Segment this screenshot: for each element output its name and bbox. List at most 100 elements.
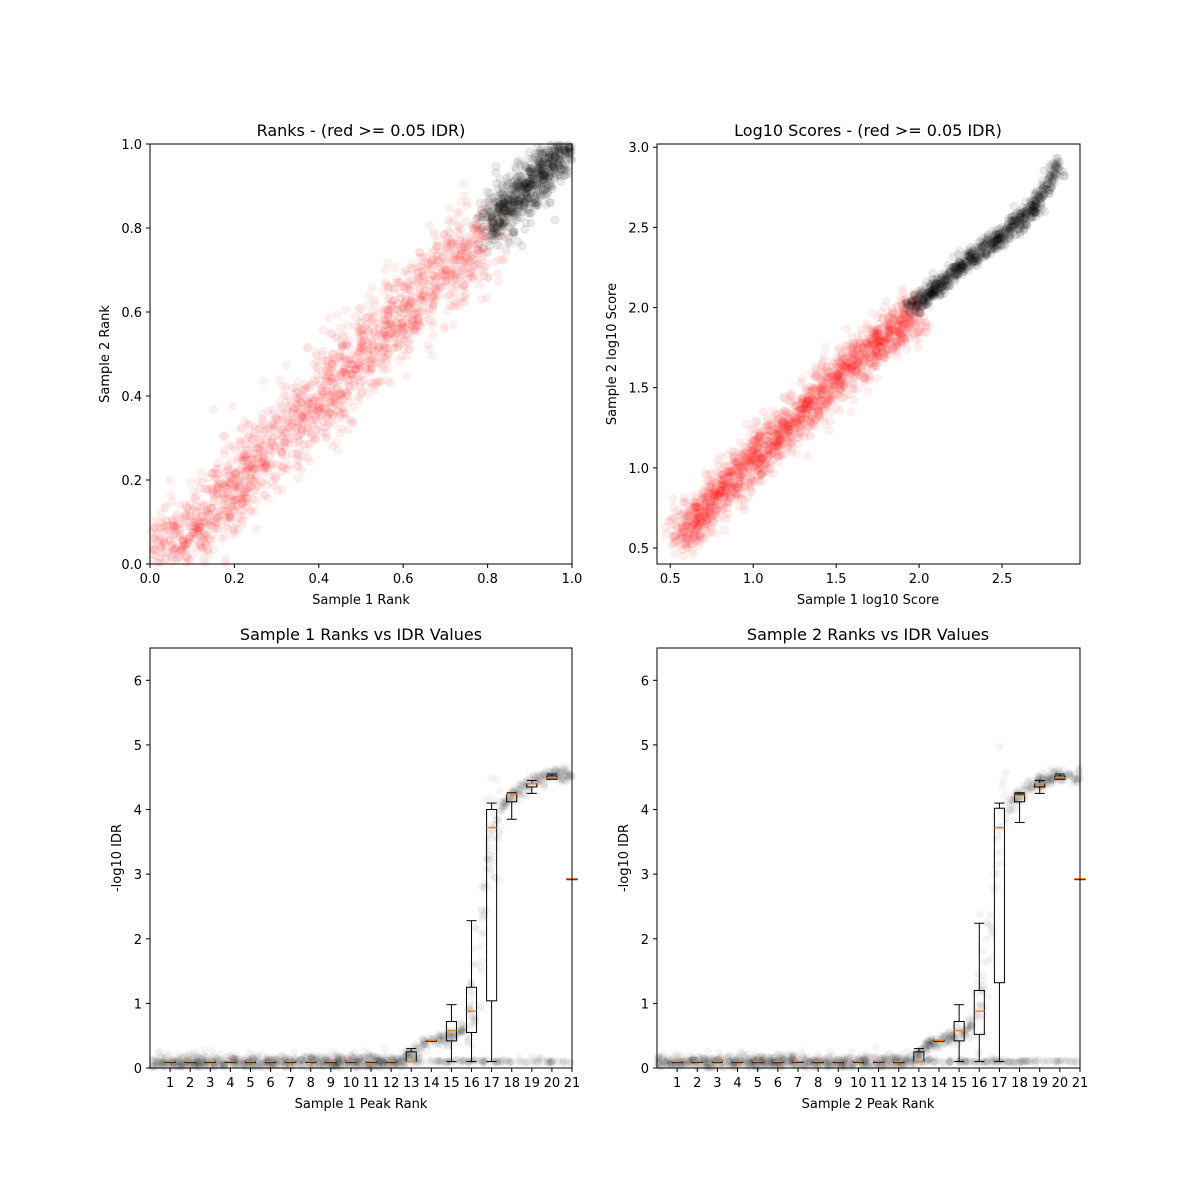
scatter-point — [302, 453, 312, 463]
scatter-point — [442, 271, 452, 281]
scatter-point — [408, 317, 418, 327]
scatter-point — [1036, 193, 1046, 203]
scatter-point — [204, 507, 214, 517]
scatter-point — [382, 376, 392, 386]
scatter-point — [765, 445, 775, 455]
scatter-point — [326, 408, 335, 417]
scatter-point — [913, 342, 923, 352]
scatter-point — [385, 329, 395, 339]
scatter-point — [326, 417, 336, 427]
scatter-point — [410, 325, 420, 334]
scatter-point — [432, 241, 442, 251]
scatter-point — [374, 342, 384, 352]
scatter-point — [323, 376, 333, 386]
scatter-point — [542, 180, 551, 190]
scatter-point — [244, 497, 254, 507]
scatter-point — [211, 517, 221, 527]
scatter-point — [925, 322, 934, 331]
scatter-point — [271, 412, 281, 422]
scatter-point — [854, 339, 863, 349]
scatter-point — [228, 442, 238, 452]
scatter-point — [812, 372, 822, 382]
scatter-point — [148, 542, 158, 552]
scatter-point — [238, 498, 248, 508]
scatter-point — [341, 364, 351, 374]
scatter-point — [318, 346, 328, 356]
scatter-point — [721, 514, 731, 523]
scatter-point — [401, 266, 411, 276]
scatter-point — [337, 368, 347, 378]
scatter-point — [296, 412, 306, 422]
scatter-point — [296, 416, 306, 425]
scatter-point — [156, 543, 166, 553]
scatter-point — [312, 362, 321, 372]
scatter-point — [420, 296, 430, 306]
scatter-point — [399, 309, 409, 319]
scatter-point — [218, 489, 228, 499]
scatter-point — [847, 332, 857, 342]
scatter-point — [277, 415, 287, 425]
scatter-point — [226, 513, 236, 523]
scatter-point — [414, 262, 423, 272]
scatter-point — [403, 312, 413, 321]
scatter-point — [401, 351, 411, 361]
scatter-point — [150, 534, 160, 544]
scatter-point — [221, 513, 231, 523]
scatter-point — [212, 469, 222, 479]
scatter-point — [297, 415, 307, 425]
scatter-point — [311, 435, 321, 445]
scatter-point — [258, 477, 268, 487]
scatter-point — [429, 227, 439, 237]
scatter-point — [327, 411, 337, 421]
scatter-point — [422, 259, 432, 269]
panel-scores-ylabel: Sample 2 log10 Score — [605, 283, 620, 425]
y-tick-label: 0.2 — [121, 474, 142, 489]
scatter-point — [983, 231, 993, 241]
scatter-point — [214, 479, 223, 489]
scatter-point — [291, 395, 301, 405]
scatter-point — [456, 246, 466, 255]
scatter-point — [389, 284, 399, 294]
scatter-point — [695, 532, 705, 542]
scatter-point — [383, 258, 393, 268]
scatter-point — [686, 505, 696, 515]
scatter-point — [440, 270, 450, 280]
scatter-point — [442, 243, 452, 253]
scatter-point — [356, 346, 366, 356]
scatter-point — [312, 369, 322, 379]
scatter-point — [471, 222, 481, 232]
scatter-point — [861, 337, 871, 347]
scatter-point — [252, 481, 262, 491]
scatter-point — [395, 278, 405, 288]
scatter-point — [324, 312, 334, 322]
scatter-point — [563, 166, 573, 176]
scatter-point — [200, 508, 210, 518]
scatter-point — [888, 345, 898, 355]
scatter-point — [426, 257, 436, 267]
scatter-point — [288, 422, 298, 432]
scatter-point — [479, 231, 489, 241]
scatter-point — [857, 329, 867, 339]
scatter-point — [428, 330, 438, 340]
scatter-point — [192, 516, 202, 526]
scatter-point — [368, 328, 378, 338]
scatter-point — [167, 497, 177, 507]
scatter-point — [680, 498, 690, 508]
scatter-point — [201, 530, 211, 540]
scatter-point — [759, 460, 769, 470]
scatter-point — [431, 295, 441, 305]
scatter-point — [270, 481, 279, 491]
scatter-point — [184, 503, 194, 513]
scatter-point — [797, 374, 807, 384]
scatter-point — [493, 210, 503, 220]
scatter-point — [739, 501, 749, 511]
scatter-point — [788, 418, 798, 428]
scatter-point — [440, 282, 450, 292]
scatter-point — [702, 516, 711, 526]
scatter-point — [457, 264, 466, 274]
scatter-point — [292, 449, 302, 459]
scatter-point — [849, 395, 859, 405]
scatter-point — [276, 441, 286, 451]
scatter-point — [264, 430, 273, 440]
scatter-point — [233, 483, 243, 493]
